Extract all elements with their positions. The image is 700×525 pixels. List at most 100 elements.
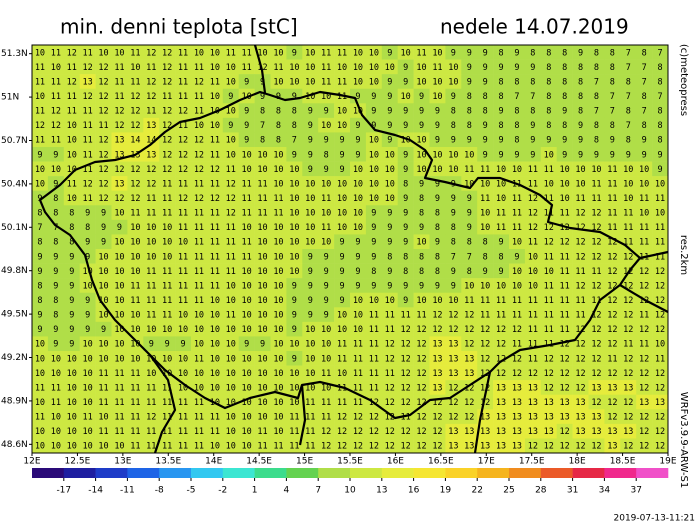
grid-cell (318, 103, 335, 119)
cell-value: 13 (528, 413, 538, 423)
cell-value: 12 (432, 442, 442, 452)
cell-value: 7 (642, 107, 647, 117)
cell-value: 9 (498, 107, 503, 117)
cell-value: 11 (337, 354, 347, 364)
cell-value: 9 (53, 150, 58, 160)
cell-value: 14 (146, 136, 156, 146)
cell-value: 12 (544, 223, 554, 233)
cell-value: 11 (98, 369, 108, 379)
grid-cell (175, 190, 192, 206)
cell-value: 8 (467, 267, 472, 277)
grid-cell (334, 205, 351, 221)
cell-value: 10 (83, 383, 93, 393)
cell-value: 10 (353, 63, 363, 73)
grid-cell (63, 263, 80, 279)
grid-cell (350, 190, 367, 206)
grid-cell (143, 132, 160, 148)
cell-value: 11 (83, 194, 93, 204)
grid-cell (79, 103, 96, 119)
grid-cell (493, 88, 510, 104)
cell-value: 11 (560, 311, 570, 321)
grid-cell (254, 132, 271, 148)
cell-value: 9 (578, 136, 583, 146)
grid-cell (397, 234, 414, 250)
cell-value: 10 (210, 92, 220, 102)
cell-value: 11 (544, 281, 554, 291)
cell-value: 10 (432, 165, 442, 175)
grid-cell (318, 263, 335, 279)
grid-cell (206, 132, 224, 148)
grid-cell (588, 205, 605, 221)
cell-value: 10 (114, 311, 124, 321)
cell-value: 11 (321, 48, 331, 58)
grid-cell (429, 88, 446, 104)
cell-value: 10 (337, 63, 347, 73)
cell-value: 10 (289, 223, 299, 233)
cell-value: 8 (435, 267, 440, 277)
grid-cell (175, 45, 192, 60)
cell-value: 8 (403, 252, 408, 262)
grid-cell (413, 45, 430, 60)
cell-value: 11 (496, 209, 506, 219)
y-tick-label: 49.8N (1, 266, 28, 276)
cell-value: 7 (37, 223, 42, 233)
grid-cell (413, 59, 430, 75)
grid-cell (397, 176, 414, 192)
cell-value: 10 (321, 325, 331, 335)
cell-value: 10 (305, 179, 315, 189)
cell-value: 9 (530, 136, 535, 146)
grid-cell (477, 278, 494, 294)
grid-cell (270, 190, 287, 206)
cell-value: 12 (591, 340, 601, 350)
grid-cell (127, 59, 144, 75)
grid-cell (397, 117, 414, 133)
cell-value: 11 (607, 194, 617, 204)
cell-value: 10 (385, 165, 395, 175)
grid-cell (350, 234, 367, 250)
grid-cell (302, 88, 319, 104)
grid-cell (63, 190, 80, 206)
grid-cell (540, 249, 557, 264)
cell-value: 12 (146, 48, 156, 58)
grid-cell (79, 147, 96, 162)
cell-value: 9 (308, 165, 313, 175)
grid-cell (334, 103, 351, 119)
cell-value: 9 (578, 48, 583, 58)
cell-value: 11 (337, 398, 347, 408)
cell-value: 12 (528, 442, 538, 452)
grid-cell (191, 45, 208, 60)
grid-cell (524, 161, 542, 177)
cell-value: 8 (292, 107, 297, 117)
grid-cell (556, 103, 573, 119)
cell-value: 11 (560, 267, 570, 277)
grid-cell (222, 117, 239, 133)
cell-value: 11 (464, 296, 474, 306)
grid-cell (540, 132, 557, 148)
cell-value: 10 (512, 267, 522, 277)
grid-cell (397, 263, 414, 279)
cell-value: 8 (642, 121, 647, 131)
grid-cell (95, 88, 112, 104)
grid-cell (32, 263, 49, 279)
cell-value: 9 (324, 311, 329, 321)
cell-value: 8 (419, 209, 424, 219)
cell-value: 10 (337, 209, 347, 219)
cell-value: 11 (639, 238, 649, 248)
grid-cell (175, 147, 192, 162)
grid-cell (509, 74, 526, 90)
grid-cell (143, 263, 160, 279)
cell-value: 10 (146, 223, 156, 233)
grid-cell (222, 190, 239, 206)
cell-value: 12 (544, 383, 554, 393)
grid-cell (540, 176, 557, 192)
grid-cell (79, 205, 96, 221)
cell-value: 8 (562, 92, 567, 102)
cell-value: 12 (480, 325, 490, 335)
cell-value: 10 (321, 354, 331, 364)
grid-cell (493, 117, 510, 133)
cell-value: 11 (67, 107, 77, 117)
grid-cell (652, 147, 669, 162)
grid-cell (540, 45, 557, 60)
cell-value: 11 (273, 209, 283, 219)
grid-cell (286, 161, 303, 177)
